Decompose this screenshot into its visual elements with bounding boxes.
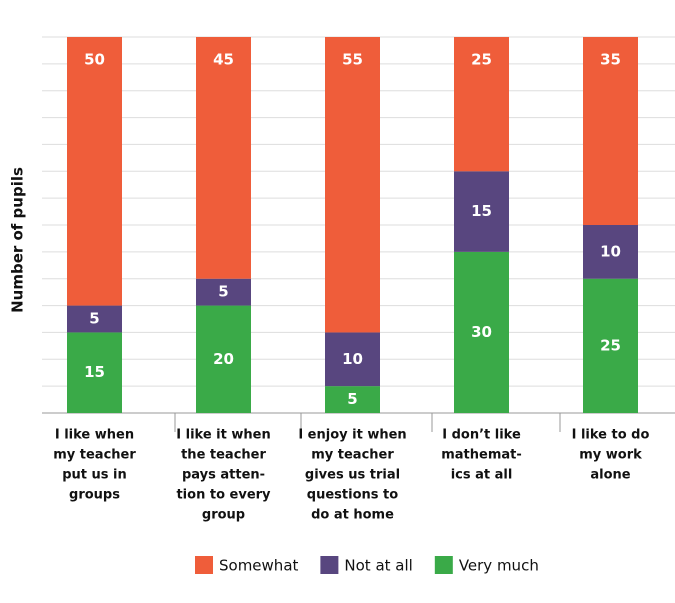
x-tick-label: my teacher — [311, 448, 394, 463]
data-label: 10 — [600, 242, 621, 260]
bar-segment — [325, 386, 380, 413]
legend-swatch — [434, 556, 453, 574]
data-label: 35 — [600, 51, 621, 69]
x-tick-label: mathemat- — [441, 448, 522, 463]
x-tick-label: my teacher — [53, 448, 136, 463]
x-tick-label: I don’t like — [442, 428, 521, 443]
x-tick-label: the teacher — [181, 448, 266, 463]
data-label: 30 — [471, 323, 492, 341]
bar-segment — [583, 225, 638, 279]
data-label: 55 — [342, 51, 363, 69]
x-tick-label: questions to — [307, 488, 398, 503]
data-label: 20 — [213, 350, 234, 368]
x-tick-label: ics at all — [451, 468, 513, 483]
bar-segment — [583, 37, 638, 225]
legend-label: Somewhat — [219, 557, 299, 575]
y-axis-label: Number of pupils — [9, 167, 27, 313]
x-tick-label: tion to every — [176, 488, 271, 503]
x-tick-label: alone — [590, 468, 630, 483]
data-label: 15 — [471, 202, 492, 220]
x-tick-label: I like to do — [572, 428, 650, 443]
data-label: 25 — [600, 336, 621, 354]
data-label: 5 — [347, 390, 357, 408]
x-tick-label: put us in — [62, 468, 127, 483]
x-tick-label: groups — [69, 488, 120, 503]
bar-segment — [67, 37, 122, 306]
x-tick-label: pays atten- — [182, 468, 265, 483]
bar-segment — [67, 332, 122, 413]
x-tick-label: gives us trial — [305, 468, 400, 483]
legend-label: Very much — [459, 557, 539, 575]
data-label: 5 — [218, 283, 228, 301]
bar-segment — [196, 305, 251, 413]
x-tick-label: I enjoy it when — [298, 428, 406, 443]
x-tick-label: do at home — [311, 508, 394, 523]
data-label: 15 — [84, 363, 105, 381]
bar-segment — [196, 37, 251, 279]
data-label: 50 — [84, 51, 105, 69]
bar-segment — [454, 171, 509, 252]
data-label: 45 — [213, 51, 234, 69]
bar-segment — [454, 251, 509, 413]
data-label: 5 — [89, 310, 99, 328]
category-separators — [174, 413, 561, 432]
bar-segment — [325, 37, 380, 333]
bar-segment — [325, 332, 380, 387]
legend-label: Not at all — [344, 557, 412, 575]
data-label: 25 — [471, 51, 492, 69]
bar-segment — [67, 305, 122, 333]
legend-swatch — [320, 556, 339, 574]
data-label: 10 — [342, 350, 363, 368]
bar-segment — [454, 37, 509, 172]
legend-swatch — [195, 556, 213, 574]
x-tick-label: I like it when — [176, 428, 270, 443]
bar-segment — [583, 278, 638, 413]
x-tick-label: group — [202, 508, 245, 523]
x-tick-label: I like when — [55, 428, 134, 443]
x-tick-label: my work — [579, 448, 642, 463]
bar-segment — [196, 278, 251, 306]
